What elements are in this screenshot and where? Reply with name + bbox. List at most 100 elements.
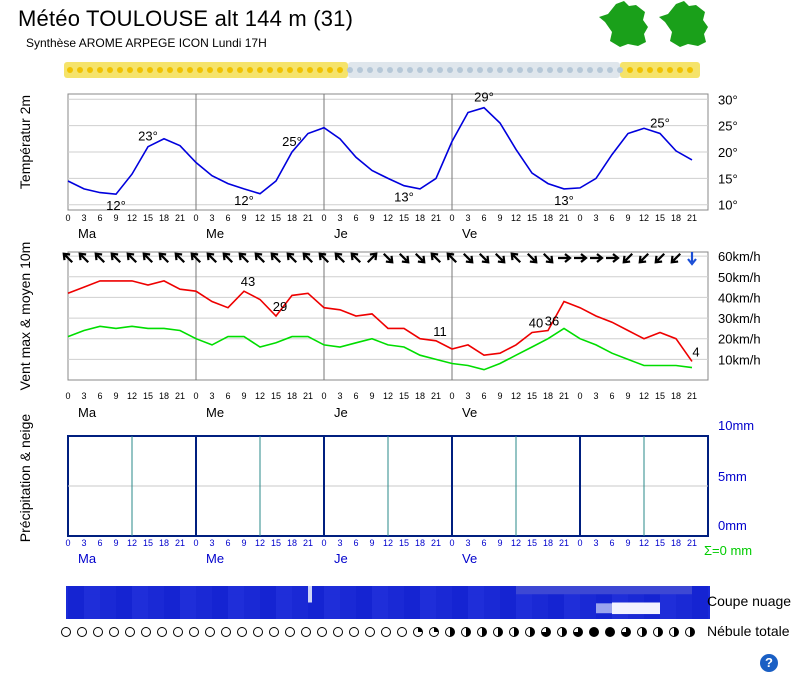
sun-icon xyxy=(177,67,183,73)
cloud-cell xyxy=(84,586,100,595)
sun-icon xyxy=(127,67,133,73)
cloud-cell xyxy=(468,586,484,595)
sun-icon xyxy=(687,67,693,73)
cloud-cell xyxy=(660,610,676,619)
hour-tick-label: 0 xyxy=(193,213,198,223)
hour-tick-label: 3 xyxy=(465,391,470,401)
cloud-cell xyxy=(404,586,420,595)
temperature-extreme-label: 23° xyxy=(138,129,158,144)
precipitation-total: Σ=0 mm xyxy=(704,543,752,558)
cloud-cell xyxy=(452,594,468,603)
france-map-icons[interactable] xyxy=(596,0,716,50)
hour-tick-label: 12 xyxy=(127,391,137,401)
day-label: Me xyxy=(206,226,224,241)
wind-direction-arrow xyxy=(270,252,282,264)
hour-tick-label: 9 xyxy=(113,391,118,401)
hour-tick-label: 6 xyxy=(609,538,614,548)
cloud-cell xyxy=(228,602,244,611)
cloud-cell xyxy=(100,602,116,611)
wind-gust-label: 29 xyxy=(273,299,287,314)
cloud-cover-fill xyxy=(621,627,631,637)
cloud-cover-fill xyxy=(541,627,551,637)
cloud-cell xyxy=(564,594,580,603)
cloud-cell xyxy=(484,610,500,619)
haze-icon xyxy=(457,67,463,73)
cloud-cell xyxy=(196,610,212,619)
haze-icon xyxy=(497,67,503,73)
hour-tick-label: 18 xyxy=(159,213,169,223)
cloud-cover-circle xyxy=(237,627,247,637)
cloud-cell xyxy=(436,602,452,611)
help-icon[interactable]: ? xyxy=(760,654,778,672)
cloud-cover-circle xyxy=(381,627,391,637)
hour-tick-label: 18 xyxy=(287,213,297,223)
wind-direction-arrow xyxy=(302,252,314,264)
hour-tick-label: 9 xyxy=(497,391,502,401)
hour-tick-label: 15 xyxy=(527,538,537,548)
wind-gust-label: 43 xyxy=(241,274,255,289)
hour-tick-label: 9 xyxy=(625,538,630,548)
cloud-cell xyxy=(196,602,212,611)
wind-direction-arrow xyxy=(654,252,666,264)
hour-tick-label: 18 xyxy=(415,538,425,548)
cloud-cell xyxy=(404,594,420,603)
cloud-cell xyxy=(596,594,612,603)
wind-direction-arrow xyxy=(350,252,362,264)
weather-symbol-band xyxy=(64,62,348,78)
hour-tick-label: 15 xyxy=(271,213,281,223)
cloud-cell xyxy=(564,610,580,619)
cloud-cell xyxy=(372,602,388,611)
sun-icon xyxy=(247,67,253,73)
cloud-cell xyxy=(516,610,532,619)
wind-direction-arrow xyxy=(430,252,442,264)
wind-direction-arrow xyxy=(190,252,202,264)
wind-direction-arrow xyxy=(446,252,458,264)
france-map-icon-right[interactable] xyxy=(659,1,708,47)
cloud-cell xyxy=(244,610,260,619)
hour-tick-label: 6 xyxy=(97,391,102,401)
cloud-cover-circle xyxy=(205,627,215,637)
haze-icon xyxy=(367,67,373,73)
hour-tick-label: 21 xyxy=(687,538,697,548)
wind-direction-arrow xyxy=(670,252,682,264)
cloud-cell xyxy=(436,594,452,603)
temperature-extreme-label: 13° xyxy=(394,190,414,205)
wind-direction-arrow xyxy=(94,252,106,264)
haze-icon xyxy=(517,67,523,73)
hour-tick-label: 0 xyxy=(449,213,454,223)
hour-tick-label: 0 xyxy=(65,391,70,401)
cloud-cell xyxy=(580,594,596,603)
haze-icon xyxy=(577,67,583,73)
page-subtitle: Synthèse AROME ARPEGE ICON Lundi 17H xyxy=(26,36,267,50)
cloud-cell xyxy=(196,594,212,603)
wind-direction-arrow xyxy=(558,253,572,263)
cloud-cell xyxy=(676,594,692,603)
temperature-extreme-label: 25° xyxy=(282,134,302,149)
cloud-cell xyxy=(116,610,132,619)
haze-icon xyxy=(527,67,533,73)
cloud-cell xyxy=(532,602,548,611)
cloud-cell xyxy=(292,610,308,619)
hour-tick-label: 0 xyxy=(193,391,198,401)
cloud-cell xyxy=(164,594,180,603)
cloud-cover-circle xyxy=(125,627,135,637)
cloud-cover-fill xyxy=(690,627,695,637)
haze-icon xyxy=(467,67,473,73)
cloud-cover-circle xyxy=(317,627,327,637)
cloud-cell xyxy=(612,610,628,619)
haze-icon xyxy=(437,67,443,73)
france-map-icon-left[interactable] xyxy=(599,1,648,47)
cloud-cell xyxy=(484,602,500,611)
cloud-cell xyxy=(660,594,676,603)
cloud-cell xyxy=(148,610,164,619)
cloud-cell xyxy=(500,602,516,611)
hour-tick-label: 15 xyxy=(655,213,665,223)
hour-tick-label: 12 xyxy=(255,538,265,548)
hour-tick-label: 12 xyxy=(255,213,265,223)
cloud-cell xyxy=(100,610,116,619)
cloud-cell xyxy=(692,602,708,611)
cloud-cell xyxy=(212,602,228,611)
cloud-cell xyxy=(84,594,100,603)
hour-tick-label: 9 xyxy=(625,391,630,401)
cloud-cover-circle xyxy=(189,627,199,637)
